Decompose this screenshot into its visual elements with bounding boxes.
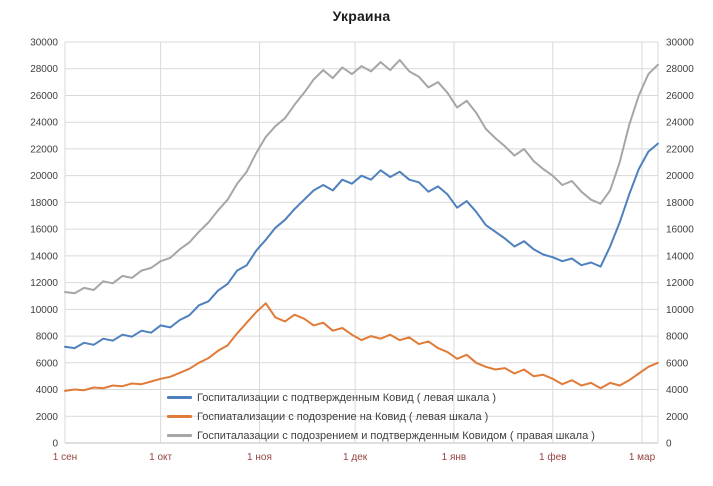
y-axis-label-left: 6000 — [36, 358, 59, 369]
y-axis-label-left: 24000 — [30, 118, 58, 129]
y-axis-label-left: 30000 — [30, 38, 58, 49]
chart-title: Украина — [332, 8, 391, 24]
legend-label-total: Госпиталазации с подозрением и подтвержд… — [197, 429, 595, 442]
y-axis-label-right: 12000 — [666, 278, 694, 289]
y-axis-label-right: 26000 — [666, 91, 694, 102]
y-axis-label-right: 18000 — [666, 198, 694, 209]
x-axis-label: 1 янв — [442, 452, 467, 463]
y-axis-label-left: 26000 — [30, 91, 58, 102]
y-axis-label-right: 28000 — [666, 64, 694, 75]
series-line-suspected — [64, 302, 659, 392]
y-axis-label-left: 14000 — [30, 251, 58, 262]
x-axis-label: 1 окт — [149, 452, 172, 463]
y-axis-label-right: 10000 — [666, 305, 694, 316]
legend-label-suspected: Госпиатализации с подозрение на Ковид ( … — [197, 410, 489, 423]
legend-item-total: Госпиталазации с подозрением и подтвержд… — [167, 426, 595, 445]
y-axis-label-right: 0 — [666, 439, 672, 450]
y-axis-label-left: 20000 — [30, 171, 58, 182]
y-axis-label-right: 8000 — [666, 332, 689, 343]
x-axis-label: 1 фев — [539, 451, 566, 463]
y-axis-label-left: 10000 — [30, 305, 58, 316]
y-axis-label-right: 22000 — [666, 144, 694, 155]
y-axis-label-left: 12000 — [30, 278, 58, 289]
x-axis-label: 1 мар — [629, 452, 656, 463]
y-axis-label-left: 8000 — [36, 332, 59, 343]
y-axis-label-left: 0 — [52, 439, 58, 450]
legend-item-suspected: Госпиатализации с подозрение на Ковид ( … — [167, 407, 595, 426]
legend-line-swatch-suspected — [167, 415, 192, 418]
y-axis-label-right: 2000 — [666, 412, 689, 423]
y-axis-label-left: 4000 — [36, 385, 59, 396]
x-axis-label: 1 дек — [343, 452, 368, 463]
y-axis-label-right: 24000 — [666, 118, 694, 129]
y-axis-label-left: 16000 — [30, 225, 58, 236]
y-axis-label-right: 30000 — [666, 38, 694, 49]
chart-legend: Госпитализации с подтвержденным Ковид ( … — [167, 388, 595, 445]
y-axis-label-right: 6000 — [666, 358, 689, 369]
y-axis-label-right: 16000 — [666, 225, 694, 236]
y-axis-label-right: 20000 — [666, 171, 694, 182]
y-axis-label-left: 22000 — [30, 144, 58, 155]
y-axis-label-right: 14000 — [666, 251, 694, 262]
series-line-confirmed — [64, 142, 659, 350]
legend-label-confirmed: Госпитализации с подтвержденным Ковид ( … — [197, 391, 497, 404]
legend-line-swatch-total — [167, 434, 192, 437]
legend-line-swatch-confirmed — [167, 396, 192, 399]
series-line-total — [64, 59, 659, 295]
y-axis-label-left: 28000 — [30, 64, 58, 75]
y-axis-label-left: 18000 — [30, 198, 58, 209]
legend-item-confirmed: Госпитализации с подтвержденным Ковид ( … — [167, 388, 595, 407]
y-axis-label-right: 4000 — [666, 385, 689, 396]
x-axis-label: 1 ноя — [247, 452, 272, 463]
y-axis-label-left: 2000 — [36, 412, 59, 423]
x-axis-label: 1 сен — [53, 452, 77, 463]
